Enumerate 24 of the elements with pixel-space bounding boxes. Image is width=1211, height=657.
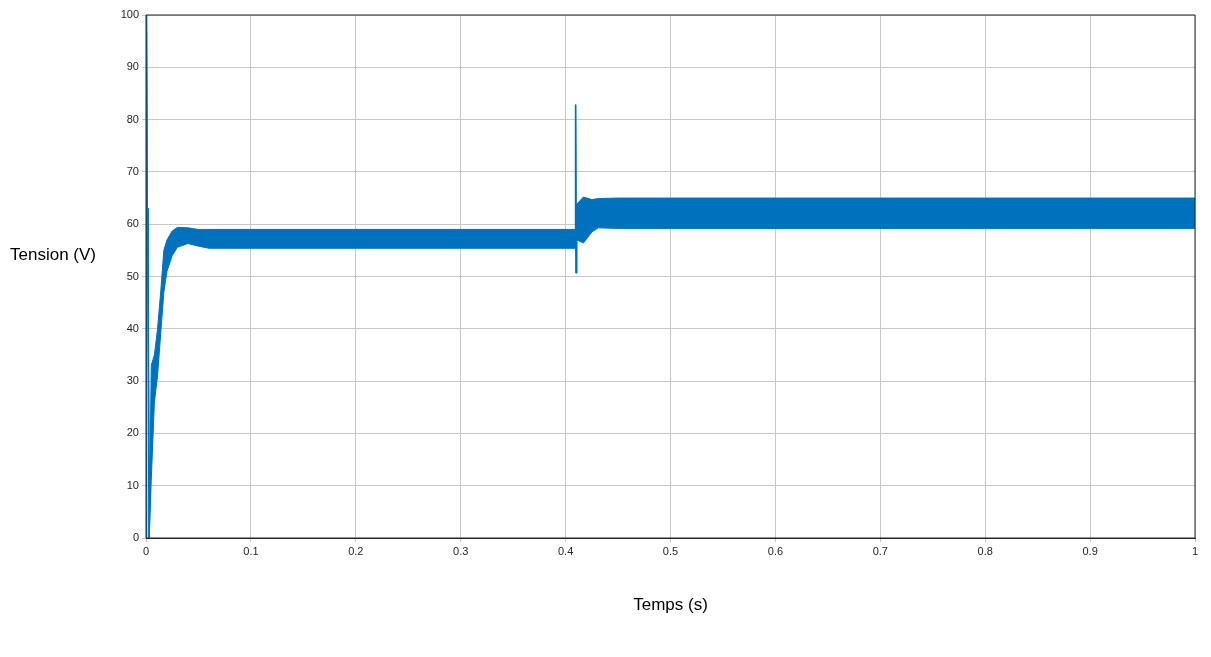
x-tick-label: 0.8 xyxy=(977,544,993,557)
y-axis-title: Tension (V) xyxy=(10,244,96,264)
y-tick-label: 60 xyxy=(126,217,139,230)
x-tick-label: 0.6 xyxy=(767,544,784,557)
y-tick-label: 80 xyxy=(126,112,139,125)
x-tick-label: 0.5 xyxy=(662,544,679,557)
y-tick-label: 0 xyxy=(132,531,139,544)
y-tick-label: 10 xyxy=(126,478,139,491)
x-tick-label: 0.3 xyxy=(453,544,469,557)
y-tick-label: 100 xyxy=(120,8,139,21)
x-tick-label: 0.4 xyxy=(557,544,574,557)
x-tick-label: 0 xyxy=(142,544,150,557)
y-tick-label: 50 xyxy=(126,269,139,282)
x-tick-label: 0.9 xyxy=(1082,544,1098,557)
x-tick-label: 0.2 xyxy=(348,544,364,557)
x-tick-label: 0.1 xyxy=(243,544,259,557)
x-tick-label: 0.7 xyxy=(872,544,888,557)
y-tick-label: 30 xyxy=(126,374,139,387)
y-tick-label: 20 xyxy=(126,426,139,439)
y-tick-label: 70 xyxy=(126,164,139,177)
y-tick-label: 40 xyxy=(126,321,139,334)
y-tick-label: 90 xyxy=(126,60,139,73)
x-tick-label: 1 xyxy=(1191,544,1199,557)
x-axis-title: Temps (s) xyxy=(633,594,708,614)
